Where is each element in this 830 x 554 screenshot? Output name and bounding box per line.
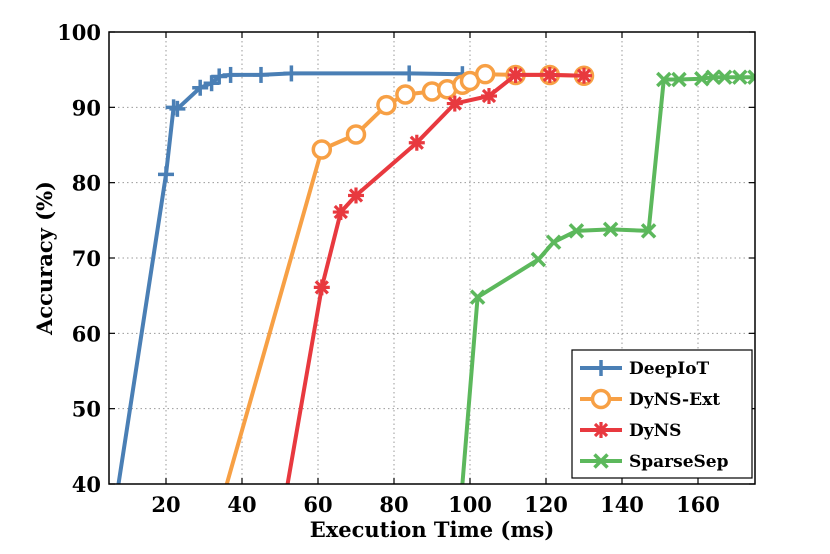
data-point-dyns-ext [345,124,367,145]
legend: DeepIoT DyNS-Ext DyNS SparseSep [571,349,753,479]
data-point-sparsesep [568,223,585,239]
data-point-deepiot [283,65,300,82]
data-point-deepiot [192,79,209,96]
y-tick-label: 90 [72,95,101,120]
data-point-dyns [481,88,497,105]
data-point-deepiot [158,166,174,183]
series-line-dyns [285,72,585,484]
data-point-sparsesep [640,223,657,239]
data-point-dyns [576,67,592,84]
x-axis-title: Execution Time (ms) [310,517,555,542]
y-tick-label: 60 [72,321,101,346]
data-point-dyns [541,66,558,83]
x-tick-label: 140 [600,492,644,517]
y-tick-label: 50 [72,397,101,422]
legend-label: SparseSep [629,452,729,472]
data-point-sparsesep [716,69,733,85]
series-dyns [285,66,592,484]
x-tick-label: 160 [676,492,720,517]
data-point-sparsesep [747,69,755,85]
data-point-deepiot [401,65,418,82]
data-point-sparsesep [530,251,547,268]
data-point-sparsesep [602,221,619,238]
data-point-dyns [408,134,425,151]
data-point-dyns-ext [395,84,416,105]
legend-label: DeepIoT [629,359,710,379]
data-point-sparsesep [545,234,562,250]
data-point-dyns [313,279,330,296]
data-point-sparsesep [671,71,687,88]
y-tick-label: 70 [72,246,101,271]
gridlines [109,32,755,484]
legend-marker [593,422,609,438]
legend-entry-deepiot: DeepIoT [580,359,710,379]
data-point-dyns [446,95,463,112]
data-point-deepiot [253,66,269,83]
legend-label: DyNS [629,421,681,441]
data-point-dyns [348,187,364,204]
data-point-dyns-ext [311,139,333,160]
legend-entry-dyns-ext: DyNS-Ext [580,388,720,410]
x-tick-label: 120 [524,492,568,517]
legend-entry-dyns: DyNS [580,421,681,441]
data-point-sparsesep [656,71,672,88]
y-tick-label: 40 [72,472,101,497]
series-deepiot [116,65,471,484]
x-tick-label: 40 [227,492,256,517]
y-tick-label: 100 [57,20,101,45]
legend-entry-sparsesep: SparseSep [580,452,729,472]
x-tick-label: 60 [303,492,332,517]
series-layer [116,63,755,484]
data-point-dyns-ext [376,94,397,116]
axis-ticks: 20 40 60 80 100 120 140 160 40 50 60 70 80 90 100 [57,20,755,517]
data-point-dyns [507,66,524,83]
data-point-dyns [332,204,349,221]
x-tick-label: 20 [151,492,180,517]
y-axis-title: Accuracy (%) [32,181,57,336]
data-point-sparsesep [705,69,721,85]
legend-label: DyNS-Ext [629,390,720,410]
data-point-sparsesep [732,69,748,85]
y-tick-label: 80 [72,171,101,196]
data-point-sparsesep [469,289,486,305]
legend-marker [590,388,612,410]
series-sparsesep [460,69,755,484]
legend-marker [593,360,609,376]
data-point-dyns-ext [474,63,496,85]
x-tick-label: 80 [379,492,408,517]
data-point-deepiot [222,66,239,83]
x-tick-label: 100 [448,492,492,517]
series-line-deepiot [116,71,463,484]
data-point-deepiot [169,100,186,117]
legend-marker [593,453,609,469]
